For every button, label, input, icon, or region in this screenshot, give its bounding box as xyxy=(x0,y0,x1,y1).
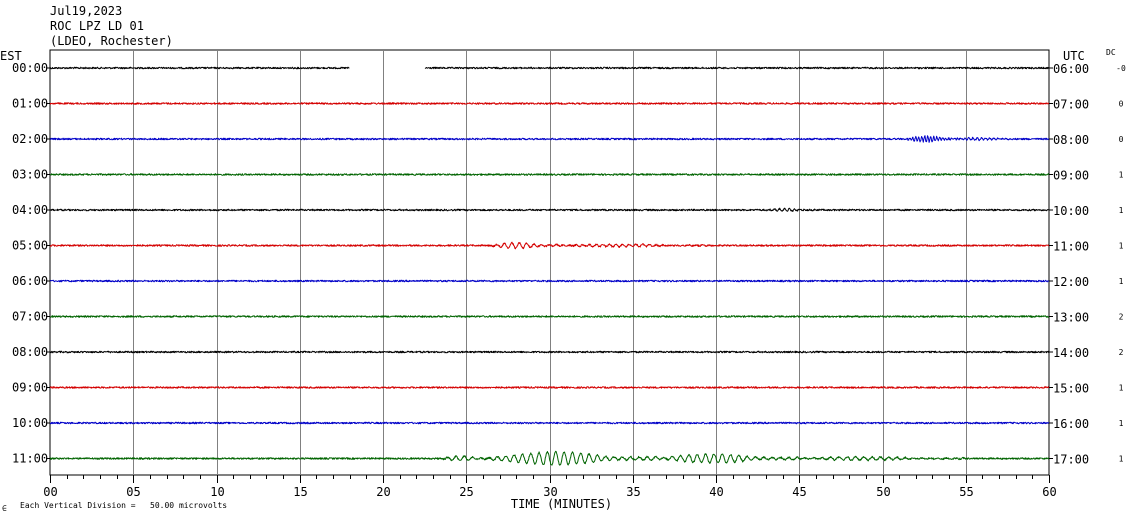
x-tick-label: 60 xyxy=(1042,485,1056,499)
vertical-scale-note: Each Vertical Division = 50.00 microvolt… xyxy=(20,501,228,510)
dc-offset-label: 1 xyxy=(1119,419,1124,428)
est-row-label: 00:00 xyxy=(12,61,48,75)
plot-date: Jul19,2023 xyxy=(50,4,123,18)
utc-row-label: 14:00 xyxy=(1053,346,1089,360)
trace-line xyxy=(49,173,1050,176)
x-tick-label: 40 xyxy=(709,485,723,499)
trace-line xyxy=(49,241,1050,250)
dc-offset-label: 2 xyxy=(1119,313,1124,322)
utc-row-label: 06:00 xyxy=(1053,62,1089,76)
trace-line xyxy=(49,350,1050,354)
x-tick-label: 55 xyxy=(959,485,973,499)
network-name: (LDEO, Rochester) xyxy=(50,34,173,48)
est-row-label: 03:00 xyxy=(12,168,48,182)
plot-frame xyxy=(49,49,1050,476)
left-timezone-label: EST xyxy=(0,49,22,63)
right-timezone-label: UTC xyxy=(1063,49,1085,63)
est-row-label: 07:00 xyxy=(12,310,48,324)
dc-offset-label: 1 xyxy=(1119,242,1124,251)
utc-row-label: 12:00 xyxy=(1053,275,1089,289)
vertical-gridlines xyxy=(49,49,1050,476)
x-tick-label: 30 xyxy=(543,485,557,499)
trace-line xyxy=(49,450,1050,466)
dc-offset-label: 0 xyxy=(1119,135,1124,144)
utc-row-label: 16:00 xyxy=(1053,417,1089,431)
dc-header-label: DC xyxy=(1106,48,1116,57)
x-tick-label: 20 xyxy=(376,485,390,499)
dc-offset-label: 1 xyxy=(1119,171,1124,180)
utc-row-label: 09:00 xyxy=(1053,169,1089,183)
trace-line xyxy=(49,386,1050,389)
dc-offset-label: 1 xyxy=(1119,206,1124,215)
x-tick-label: 25 xyxy=(459,485,473,499)
utc-row-label: 10:00 xyxy=(1053,204,1089,218)
utc-row-label: 11:00 xyxy=(1053,240,1089,254)
x-tick-label: 00 xyxy=(43,485,57,499)
x-tick-label: 35 xyxy=(626,485,640,499)
utc-row-label: 13:00 xyxy=(1053,311,1089,325)
utc-row-label: 15:00 xyxy=(1053,382,1089,396)
trace-line xyxy=(49,135,1050,143)
x-axis-title: TIME (MINUTES) xyxy=(511,497,612,511)
dc-offset-label: -0 xyxy=(1116,64,1126,73)
est-row-label: 02:00 xyxy=(12,132,48,146)
station-code: ROC LPZ LD 01 xyxy=(50,19,144,33)
time-axis: 00 05 10 15 20 25 30 35 40 45 50 55 60 TIME (MINUTES) xyxy=(43,475,1057,511)
x-tick-label: 15 xyxy=(293,485,307,499)
dc-offset-label: 0 xyxy=(1119,100,1124,109)
row-labels: 00:00 06:00 -0 01:00 07:00 0 02:00 08:00 0 03:00 0… xyxy=(12,61,1126,467)
x-tick-label: 45 xyxy=(792,485,806,499)
x-tick-label: 50 xyxy=(876,485,890,499)
trace-line xyxy=(49,421,1050,425)
dc-offset-label: 1 xyxy=(1119,384,1124,393)
dc-offset-label: 2 xyxy=(1119,348,1124,357)
est-row-label: 09:00 xyxy=(12,381,48,395)
trace-line xyxy=(49,66,1050,70)
est-row-label: 05:00 xyxy=(12,239,48,253)
trace-line xyxy=(49,207,1050,212)
est-row-label: 06:00 xyxy=(12,274,48,288)
scale-mark-icon: ∈ xyxy=(2,504,7,513)
est-row-label: 01:00 xyxy=(12,97,48,111)
est-row-label: 11:00 xyxy=(12,452,48,466)
est-row-label: 08:00 xyxy=(12,345,48,359)
dc-offset-label: 1 xyxy=(1119,455,1124,464)
est-row-label: 04:00 xyxy=(12,203,48,217)
seismic-traces xyxy=(49,66,1050,466)
trace-line xyxy=(49,279,1050,283)
trace-line xyxy=(49,102,1050,105)
x-tick-label: 05 xyxy=(126,485,140,499)
trace-line xyxy=(49,315,1050,318)
dc-offset-label: 1 xyxy=(1119,277,1124,286)
utc-row-label: 07:00 xyxy=(1053,98,1089,112)
utc-row-label: 08:00 xyxy=(1053,133,1089,147)
utc-row-label: 17:00 xyxy=(1053,453,1089,467)
est-row-label: 10:00 xyxy=(12,416,48,430)
x-tick-label: 10 xyxy=(210,485,224,499)
